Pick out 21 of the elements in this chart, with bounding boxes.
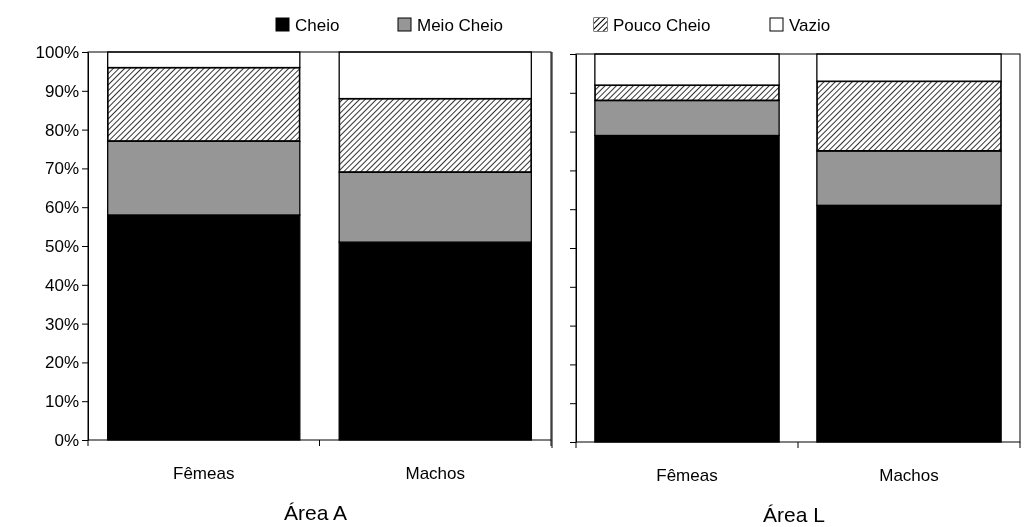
legend-label: Cheio [295, 16, 340, 35]
y-tick-label: 40% [44, 275, 79, 295]
y-tick-label: 20% [44, 353, 79, 373]
x-tick-label: Machos [879, 466, 939, 485]
legend-label: Meio Cheio [417, 16, 503, 35]
y-tick-label: 10% [44, 392, 79, 412]
x-axis-title: Área A [283, 501, 348, 524]
x-tick-label: Machos [405, 464, 466, 483]
y-tick-label: 60% [44, 198, 79, 218]
y-tick-label: 30% [44, 314, 79, 334]
x-tick-label: Fêmeas [173, 464, 235, 483]
x-tick-label: Fêmeas [656, 466, 718, 485]
y-tick-label: 50% [44, 236, 79, 256]
y-tick-label: 100% [35, 42, 79, 62]
legend-label: Vazio [789, 16, 831, 35]
x-axis-title: Área L [763, 503, 825, 526]
y-tick-label: 0% [54, 430, 79, 450]
legend-label: Pouco Cheio [613, 16, 711, 35]
y-tick-label: 80% [44, 120, 79, 140]
y-tick-label: 70% [44, 159, 79, 179]
y-tick-label: 90% [44, 81, 79, 101]
